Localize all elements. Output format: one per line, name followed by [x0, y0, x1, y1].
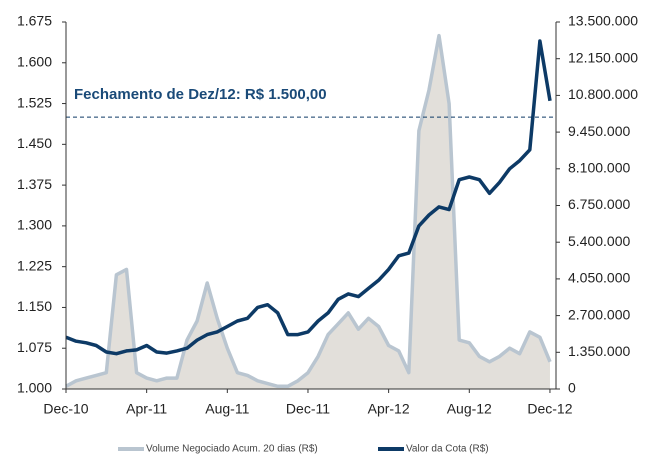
y2-tick-label: 13.500.000 [568, 13, 638, 29]
reference-label: Fechamento de Dez/12: R$ 1.500,00 [74, 86, 327, 103]
y2-tick-label: 9.450.000 [568, 123, 630, 139]
y2-tick-label: 2.700.000 [568, 306, 630, 322]
x-tick-label: Dec-10 [43, 401, 88, 417]
y-tick-label: 1.150 [17, 298, 52, 314]
x-tick-label: Aug-12 [447, 401, 492, 417]
y-tick-label: 1.225 [17, 257, 52, 273]
y2-tick-label: 10.800.000 [568, 86, 638, 102]
y2-tick-label: 1.350.000 [568, 343, 630, 359]
x-tick-label: Apr-11 [126, 401, 167, 417]
y-tick-label: 1.000 [17, 380, 52, 396]
y2-tick-label: 4.050.000 [568, 270, 630, 286]
x-tick-label: Dec-11 [286, 401, 330, 417]
y-tick-label: 1.675 [17, 13, 52, 29]
y2-tick-label: 5.400.000 [568, 233, 630, 249]
legend-label: Volume Negociado Acum. 20 dias (R$) [146, 444, 318, 455]
y2-tick-label: 12.150.000 [568, 49, 638, 65]
y2-tick-label: 6.750.000 [568, 196, 630, 212]
series-line [65, 39, 552, 356]
y2-tick-label: 0 [568, 380, 576, 396]
y-tick-label: 1.600 [17, 53, 52, 69]
legend-label: Valor da Cota (R$) [406, 444, 489, 455]
y-tick-label: 1.300 [17, 217, 52, 233]
y-tick-label: 1.375 [17, 176, 52, 192]
y-tick-label: 1.525 [17, 94, 52, 110]
y-tick-label: 1.075 [17, 339, 52, 355]
volume-line [65, 33, 552, 389]
x-tick-label: Aug-11 [205, 401, 249, 417]
y-tick-label: 1.450 [17, 135, 52, 151]
area [66, 35, 550, 389]
x-tick-label: Apr-12 [368, 401, 410, 417]
x-tick-label: Dec-12 [527, 401, 572, 417]
y2-tick-label: 8.100.000 [568, 160, 630, 176]
